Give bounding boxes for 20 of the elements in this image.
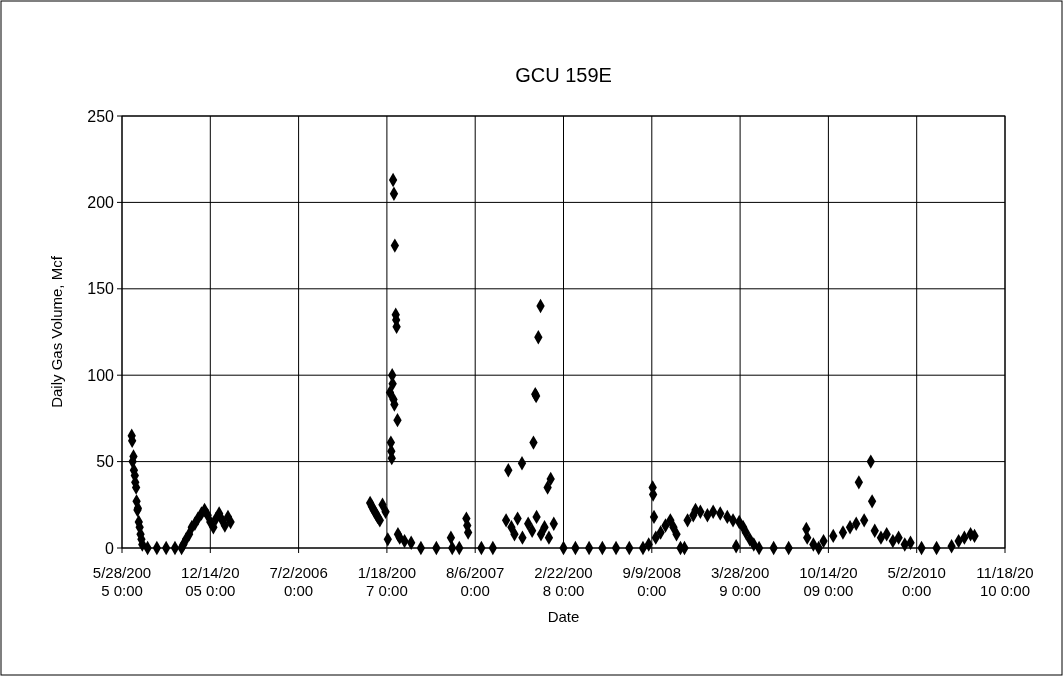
y-tick-label: 100: [87, 366, 115, 384]
x-tick-label: 11/18/2010 0:00: [976, 564, 1034, 599]
y-tick-label: 150: [87, 280, 115, 298]
x-axis-title: Date: [547, 608, 580, 625]
x-tick-label: 2/22/2008 0:00: [534, 564, 593, 599]
x-tick-label: 5/2/2010 0:00: [887, 564, 946, 599]
x-tick-label: 10/14/2009 0:00: [799, 564, 858, 599]
x-tick-label: 9/9/2008 0:00: [622, 564, 681, 599]
chart-title: GCU 159E: [515, 64, 612, 86]
y-axis-title: Daily Gas Volume, Mcf: [48, 255, 65, 408]
y-tick-label: 200: [87, 194, 115, 211]
x-tick-label: 7/2/2006 0:00: [269, 564, 328, 599]
x-tick-label: 12/14/2005 0:00: [181, 564, 240, 599]
y-tick-label: 250: [87, 107, 115, 125]
x-tick-label: 5/28/2005 0:00: [92, 564, 152, 599]
y-tick-label: 50: [96, 453, 115, 471]
y-tick-label: 0: [105, 539, 115, 557]
x-tick-label: 3/28/2009 0:00: [710, 564, 770, 599]
x-tick-label: 8/6/2007 0:00: [446, 564, 505, 599]
x-tick-label: 1/18/2007 0:00: [357, 564, 417, 599]
